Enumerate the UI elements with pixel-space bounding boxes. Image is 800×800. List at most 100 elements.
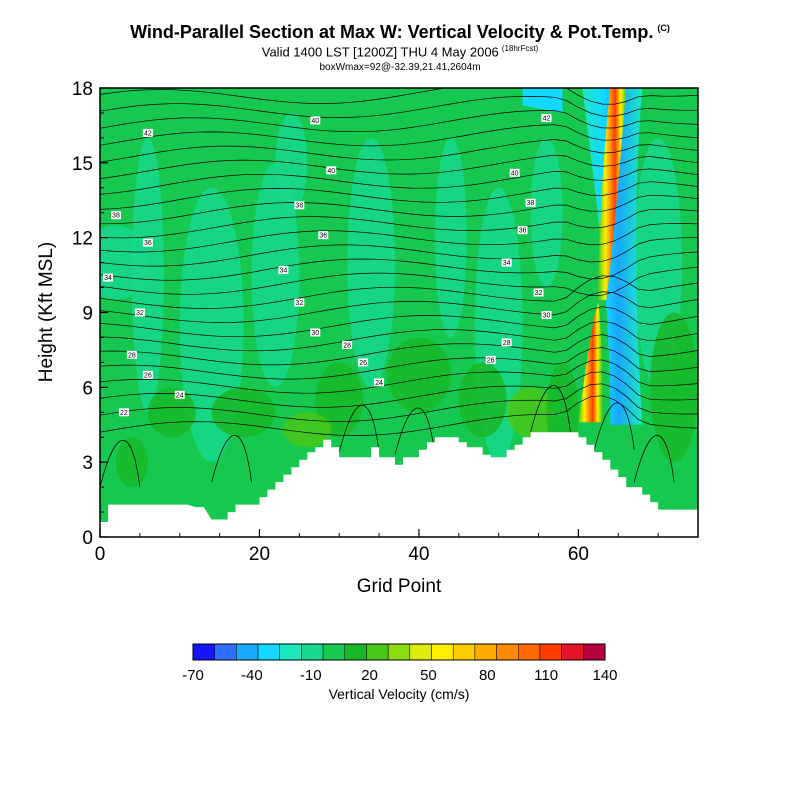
contour-label: 26 (142, 370, 153, 379)
colorbar-swatch (236, 643, 259, 661)
contour-label: 36 (142, 238, 153, 247)
contour-label: 26 (358, 358, 369, 367)
low-level-contour (633, 435, 675, 483)
theta-contour (100, 251, 698, 281)
x-tick-label: 60 (568, 544, 589, 565)
contour-label-box (102, 273, 113, 282)
theta-contour (100, 371, 698, 408)
contour-label-text: 32 (535, 290, 543, 297)
contour-label: 28 (126, 350, 137, 359)
contour-label-text: 32 (295, 300, 303, 307)
velocity-patch (530, 137, 563, 288)
velocity-patch (347, 137, 396, 388)
contour-label-text: 30 (543, 312, 551, 319)
low-level-contour (594, 402, 635, 450)
terrain (100, 432, 698, 537)
potential-temperature-contours (100, 88, 698, 488)
theta-contour (100, 139, 698, 163)
contour-label-box (310, 328, 321, 337)
contour-label-box (278, 266, 289, 275)
colorbar-swatch (366, 643, 389, 661)
contour-label: 32 (134, 308, 145, 317)
contour-label-text: 38 (527, 200, 535, 207)
velocity-patch (131, 137, 164, 413)
theta-contour (100, 237, 698, 267)
contour-label-box (533, 288, 544, 297)
y-tick-label: 6 (82, 378, 93, 399)
forecast-hour-tag: (18hrFcst) (501, 44, 539, 53)
contour-label: 26 (485, 355, 496, 364)
colorbar-swatch (322, 643, 346, 661)
contour-label: 24 (174, 390, 185, 399)
low-level-contour (394, 407, 436, 455)
theta-contour (100, 88, 698, 105)
colorbar-tick-label: -70 (182, 667, 204, 684)
downdraft-band (582, 88, 643, 425)
theta-contour (100, 359, 698, 394)
low-level-contour (530, 385, 571, 433)
contour-label: 36 (318, 231, 329, 240)
y-tick-label: 0 (82, 528, 93, 549)
theta-contour (100, 383, 698, 422)
contour-label-box (294, 201, 305, 210)
contour-label-box (509, 168, 520, 177)
contour-label-text: 40 (327, 168, 335, 175)
contour-label-text: 28 (343, 342, 351, 349)
theta-contour (100, 96, 698, 118)
contour-label-text: 36 (319, 233, 327, 240)
contour-label-text: 26 (359, 360, 367, 367)
contour-label-box (142, 128, 153, 137)
contour-label-box (110, 211, 121, 220)
contour-label-text: 42 (144, 130, 152, 137)
colorbar: -70 -40 -10 20 50 80 110 140 (182, 643, 618, 684)
contour-label: 40 (509, 168, 520, 177)
contour-label-box (174, 390, 185, 399)
contour-label-text: 38 (295, 203, 303, 210)
chart-subtitle-text: Valid 1400 LST [1200Z] THU 4 May 2006 (261, 44, 499, 60)
contour-labels: 42 40 42 40 40 38 38 38 36 36 36 34 34 34 32 32 32 30 30 28… (102, 113, 552, 417)
contour-label: 34 (501, 258, 512, 267)
velocity-patch (506, 387, 555, 438)
contour-label-box (541, 310, 552, 319)
theta-contour (100, 208, 698, 239)
chart-subtitle: Valid 1400 LST [1200Z] THU 4 May 2006 (18… (0, 44, 800, 59)
colorbar-swatch (301, 643, 324, 661)
velocity-patch (251, 162, 300, 388)
contour-label-box (485, 355, 496, 364)
contour-label-text: 24 (375, 380, 383, 387)
contour-label: 36 (517, 226, 528, 235)
contour-label: 38 (525, 198, 536, 207)
contour-label-text: 34 (503, 260, 511, 267)
colorbar-swatch (214, 643, 237, 661)
theta-contour (100, 395, 698, 436)
contour-label-box (517, 226, 528, 235)
contour-label-box (134, 308, 145, 317)
colorbar-swatch (583, 643, 606, 661)
contour-label: 28 (342, 340, 353, 349)
colorbar-swatch (518, 643, 541, 661)
contour-label-text: 40 (511, 170, 519, 177)
velocity-patch (650, 312, 698, 463)
contour-label-text: 34 (104, 275, 112, 282)
colorbar-tick-label: 50 (420, 667, 437, 684)
chart-title-text: Wind-Parallel Section at Max W: Vertical… (130, 22, 654, 42)
colorbar-frame (192, 643, 606, 661)
colorbar-tick-label: 20 (361, 667, 378, 684)
contour-label: 32 (533, 288, 544, 297)
contour-label: 24 (374, 378, 385, 387)
colorbar-tick-label: 140 (592, 667, 617, 684)
velocity-patch (147, 387, 196, 438)
theta-contour (100, 194, 698, 225)
contour-label: 28 (501, 338, 512, 347)
contour-label: 42 (541, 113, 552, 122)
contour-label: 22 (118, 408, 129, 417)
contour-label-box (501, 338, 512, 347)
updraft-band-lower (578, 302, 603, 423)
low-level-contour (100, 439, 141, 488)
y-tick-label: 9 (82, 304, 93, 325)
contour-label: 30 (541, 310, 552, 319)
theta-contour (100, 306, 698, 338)
contour-label-box (142, 370, 153, 379)
